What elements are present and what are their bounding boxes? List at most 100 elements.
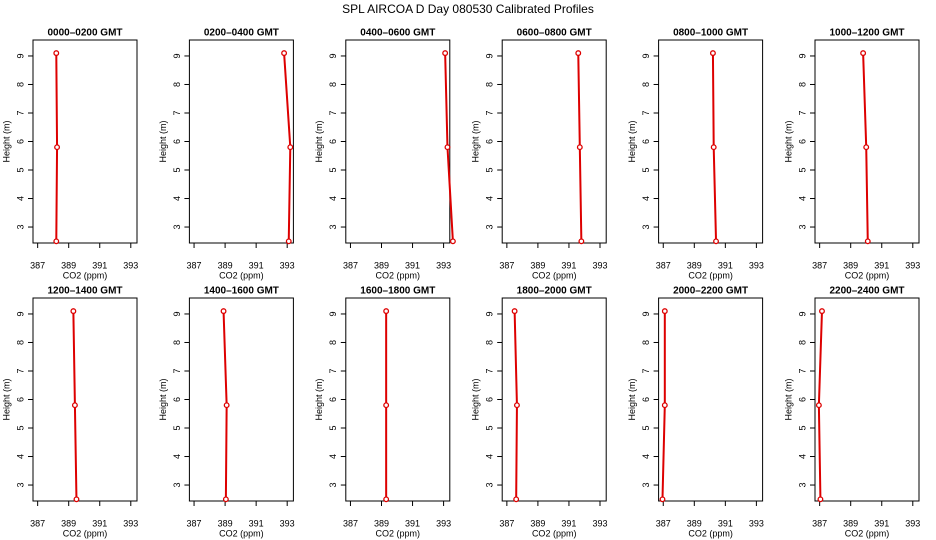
y-tick-label: 7 (328, 368, 338, 373)
x-tick-label: 387 (812, 260, 827, 270)
y-tick-label: 7 (15, 368, 25, 373)
y-tick-label: 8 (15, 82, 25, 87)
y-tick-label: 5 (15, 426, 25, 431)
y-tick-label: 5 (172, 426, 182, 431)
x-axis-label: CO2 (ppm) (688, 270, 733, 280)
y-tick-label: 4 (172, 196, 182, 201)
x-tick-label: 391 (92, 260, 107, 270)
panel-title: 1600–1800 GMT (360, 286, 435, 297)
y-tick-label: 6 (15, 397, 25, 402)
x-axis-label: CO2 (ppm) (219, 528, 264, 538)
y-tick-label: 5 (797, 426, 807, 431)
x-axis-label: CO2 (ppm) (532, 528, 577, 538)
x-axis-label: CO2 (ppm) (532, 270, 577, 280)
profile-point (442, 50, 449, 57)
y-tick-label: 9 (797, 53, 807, 58)
y-tick-label: 5 (641, 168, 651, 173)
x-axis-label: CO2 (ppm) (376, 270, 421, 280)
profile-point (449, 238, 456, 245)
profile-point (383, 402, 390, 409)
y-tick-label: 8 (328, 340, 338, 345)
x-tick-label: 389 (218, 518, 233, 528)
profile-point (73, 496, 80, 503)
x-tick-label: 393 (592, 260, 607, 270)
profile-point (511, 308, 518, 315)
profile-point (513, 496, 520, 503)
x-tick-label: 393 (905, 518, 920, 528)
x-tick-label: 387 (656, 260, 671, 270)
x-tick-label: 389 (61, 518, 76, 528)
y-axis-label: Height (m) (314, 378, 324, 420)
y-tick-label: 3 (328, 225, 338, 230)
plot-frame (188, 39, 294, 244)
figure-title: SPL AIRCOA D Day 080530 Calibrated Profi… (342, 2, 594, 16)
x-tick-label: 393 (123, 518, 138, 528)
y-tick-label: 7 (15, 110, 25, 115)
y-axis-label: Height (m) (1, 378, 11, 420)
y-tick-label: 9 (485, 311, 495, 316)
y-tick-label: 9 (328, 311, 338, 316)
y-tick-label: 3 (172, 483, 182, 488)
panel-title: 0600–0800 GMT (517, 28, 592, 39)
x-tick-label: 387 (656, 518, 671, 528)
y-tick-label: 9 (328, 53, 338, 58)
panel-title: 1400–1600 GMT (204, 286, 279, 297)
y-tick-label: 6 (172, 397, 182, 402)
x-axis-label: CO2 (ppm) (845, 528, 890, 538)
x-axis-label: CO2 (ppm) (688, 528, 733, 538)
profile-point (713, 238, 719, 245)
x-tick-label: 391 (405, 260, 420, 270)
y-tick-label: 8 (641, 82, 651, 87)
y-tick-label: 9 (641, 53, 651, 58)
y-tick-label: 6 (485, 139, 495, 144)
y-tick-label: 6 (328, 139, 338, 144)
y-tick-label: 6 (15, 139, 25, 144)
panel-title: 1800–2000 GMT (517, 286, 592, 297)
profile-point (576, 144, 583, 151)
x-tick-label: 389 (843, 518, 858, 528)
y-tick-label: 4 (15, 196, 25, 201)
x-tick-label: 389 (61, 260, 76, 270)
y-tick-label: 3 (485, 483, 495, 488)
y-tick-label: 9 (797, 311, 807, 316)
plot-frame (814, 297, 920, 502)
y-axis-label: Height (m) (471, 378, 481, 420)
profile-point (575, 50, 582, 57)
y-tick-label: 5 (328, 168, 338, 173)
panel-title: 0200–0400 GMT (204, 28, 279, 39)
x-tick-label: 387 (30, 518, 45, 528)
plot-frame (345, 297, 451, 502)
profile-point (578, 238, 585, 245)
panel-title: 0800–1000 GMT (673, 28, 748, 39)
profile-point (71, 402, 78, 409)
y-tick-label: 4 (485, 196, 495, 201)
x-axis-label: CO2 (ppm) (845, 270, 890, 280)
y-tick-label: 5 (797, 168, 807, 173)
y-tick-label: 7 (485, 110, 495, 115)
profile-point (285, 238, 292, 245)
profile-point (860, 50, 867, 57)
x-tick-label: 391 (718, 518, 733, 528)
profile-point (281, 50, 288, 57)
x-tick-label: 389 (374, 518, 389, 528)
y-tick-label: 7 (172, 110, 182, 115)
profile-point (817, 496, 824, 503)
x-tick-label: 391 (249, 518, 264, 528)
x-tick-label: 393 (123, 260, 138, 270)
y-tick-label: 7 (797, 368, 807, 373)
plot-frame (658, 39, 764, 244)
x-tick-label: 391 (92, 518, 107, 528)
y-tick-label: 3 (641, 225, 651, 230)
plot-frame (345, 39, 451, 244)
x-axis-label: CO2 (ppm) (63, 528, 108, 538)
y-tick-label: 9 (15, 311, 25, 316)
y-tick-label: 3 (797, 483, 807, 488)
x-tick-label: 387 (812, 518, 827, 528)
y-tick-label: 5 (15, 168, 25, 173)
y-tick-label: 3 (797, 225, 807, 230)
y-tick-label: 3 (172, 225, 182, 230)
y-tick-label: 7 (641, 368, 651, 373)
x-tick-label: 391 (718, 260, 733, 270)
y-tick-label: 7 (641, 110, 651, 115)
